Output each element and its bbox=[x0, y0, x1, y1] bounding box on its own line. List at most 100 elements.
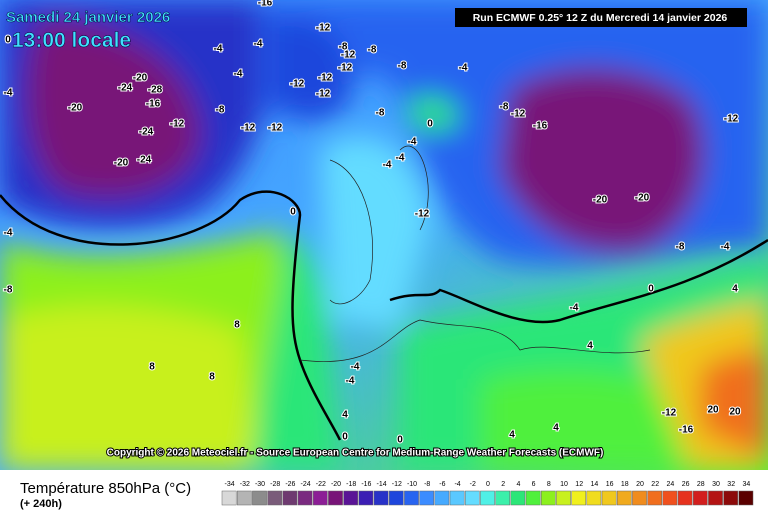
contour-label: -20 bbox=[114, 158, 129, 169]
legend-swatch bbox=[267, 490, 283, 506]
legend-label: 26 bbox=[682, 481, 690, 488]
contour-label: -12 bbox=[290, 79, 305, 90]
contour-label: -4 bbox=[346, 376, 355, 387]
contour-label: -4 bbox=[4, 228, 13, 239]
contour-label: -4 bbox=[383, 160, 392, 171]
contour-label: -12 bbox=[268, 123, 283, 134]
legend-swatch bbox=[343, 490, 359, 506]
contour-label: -16 bbox=[679, 425, 694, 436]
contour-label: -4 bbox=[351, 362, 360, 373]
legend-swatch bbox=[647, 490, 663, 506]
run-info: Run ECMWF 0.25° 12 Z du Mercredi 14 janv… bbox=[473, 12, 728, 24]
contour-label: -20 bbox=[133, 73, 148, 84]
contour-label: -8 bbox=[4, 285, 13, 296]
header: Samedi 24 janvier 2026 13:00 locale Run … bbox=[6, 8, 747, 52]
contour-label: -8 bbox=[676, 242, 685, 253]
contour-label: -12 bbox=[316, 89, 331, 100]
legend-label: 18 bbox=[621, 481, 629, 488]
legend-swatch bbox=[540, 490, 556, 506]
legend-label: 6 bbox=[532, 481, 536, 488]
contour-label: 0 bbox=[397, 435, 403, 446]
legend-label: 0 bbox=[486, 481, 490, 488]
contour-label: -16 bbox=[533, 121, 548, 132]
legend-label: -16 bbox=[361, 481, 371, 488]
legend-swatch bbox=[556, 490, 571, 506]
contour-label: -8 bbox=[339, 42, 348, 53]
map-field bbox=[0, 0, 768, 470]
legend-label: 2 bbox=[501, 481, 505, 488]
contour-label: 0 bbox=[342, 432, 348, 443]
legend-swatch bbox=[373, 490, 389, 506]
contour-label: -4 bbox=[570, 303, 579, 314]
legend-label: -22 bbox=[316, 481, 326, 488]
contour-label: 4 bbox=[509, 430, 515, 441]
contour-label: 8 bbox=[209, 372, 215, 383]
legend-swatch bbox=[312, 490, 328, 506]
legend-label: -2 bbox=[470, 481, 476, 488]
legend-swatch bbox=[464, 490, 480, 506]
contour-label: -12 bbox=[662, 408, 677, 419]
legend-swatch bbox=[525, 490, 541, 506]
legend-swatch bbox=[632, 490, 647, 506]
legend-swatch bbox=[297, 490, 313, 506]
contour-label: -4 bbox=[4, 88, 13, 99]
contour-label: -24 bbox=[118, 83, 133, 94]
contour-label: -12 bbox=[415, 209, 430, 220]
legend-swatch bbox=[601, 490, 617, 506]
legend-swatch bbox=[358, 490, 374, 506]
contour-label: 8 bbox=[149, 362, 155, 373]
legend: -34 -32 -30 -28 -26 -24 -22 -20 -18 -16 -14 -12 -10-… bbox=[221, 481, 754, 506]
legend-swatch bbox=[677, 490, 693, 506]
contour-label: 20 bbox=[707, 405, 719, 416]
legend-label: -32 bbox=[240, 481, 250, 488]
legend-swatch bbox=[692, 490, 708, 506]
contour-label: -16 bbox=[258, 0, 273, 9]
contour-label: 4 bbox=[553, 423, 559, 434]
legend-label: -26 bbox=[285, 481, 295, 488]
legend-label: 14 bbox=[591, 481, 599, 488]
contour-label: 8 bbox=[234, 320, 240, 331]
legend-label: -4 bbox=[454, 481, 460, 488]
legend-swatch bbox=[510, 490, 526, 506]
contour-label: -8 bbox=[368, 45, 377, 56]
contour-label: -4 bbox=[721, 242, 730, 253]
legend-label: -14 bbox=[377, 481, 387, 488]
contour-label: -12 bbox=[341, 50, 356, 61]
legend-label: -6 bbox=[439, 481, 445, 488]
legend-swatch bbox=[708, 490, 723, 506]
legend-swatch bbox=[586, 490, 602, 506]
footer-title: Température 850hPa (°C) bbox=[20, 480, 191, 497]
legend-label: 32 bbox=[727, 481, 735, 488]
legend-label: -18 bbox=[346, 481, 356, 488]
legend-label: 20 bbox=[636, 481, 644, 488]
time: 13:00 locale bbox=[12, 29, 131, 52]
contour-label: -8 bbox=[500, 102, 509, 113]
legend-label: 30 bbox=[712, 481, 720, 488]
contour-label: -4 bbox=[254, 39, 263, 50]
contour-label: 0 bbox=[648, 284, 654, 295]
contour-label: 4 bbox=[587, 341, 593, 352]
contour-label: 20 bbox=[729, 407, 741, 418]
legend-label: -12 bbox=[392, 481, 402, 488]
legend-label: -34 bbox=[225, 481, 235, 488]
legend-label: -20 bbox=[331, 481, 341, 488]
contour-label: -12 bbox=[170, 119, 185, 130]
legend-swatch bbox=[404, 490, 419, 506]
legend-swatch bbox=[495, 490, 511, 506]
legend-swatch bbox=[662, 490, 678, 506]
contour-label: -16 bbox=[146, 99, 161, 110]
footer-lead: (+ 240h) bbox=[20, 498, 62, 510]
contour-labels: -16-12-4 -8-12 -8-4-4-12-12-12-12-8 -4-8-12… bbox=[3, 0, 742, 447]
contour-label: 0 bbox=[427, 119, 433, 130]
legend-label: -30 bbox=[255, 481, 265, 488]
contour-label: -8 bbox=[376, 108, 385, 119]
contour-label: -4 bbox=[396, 153, 405, 164]
contour-label: -24 bbox=[139, 127, 154, 138]
legend-label: 24 bbox=[667, 481, 675, 488]
contour-label: -20 bbox=[68, 103, 83, 114]
legend-label: -28 bbox=[270, 481, 280, 488]
contour-label: -28 bbox=[148, 85, 163, 96]
copyright: Copyright © 2026 Meteociel.fr - Source E… bbox=[107, 448, 604, 459]
legend-swatch bbox=[328, 490, 343, 506]
legend-label: 28 bbox=[697, 481, 705, 488]
